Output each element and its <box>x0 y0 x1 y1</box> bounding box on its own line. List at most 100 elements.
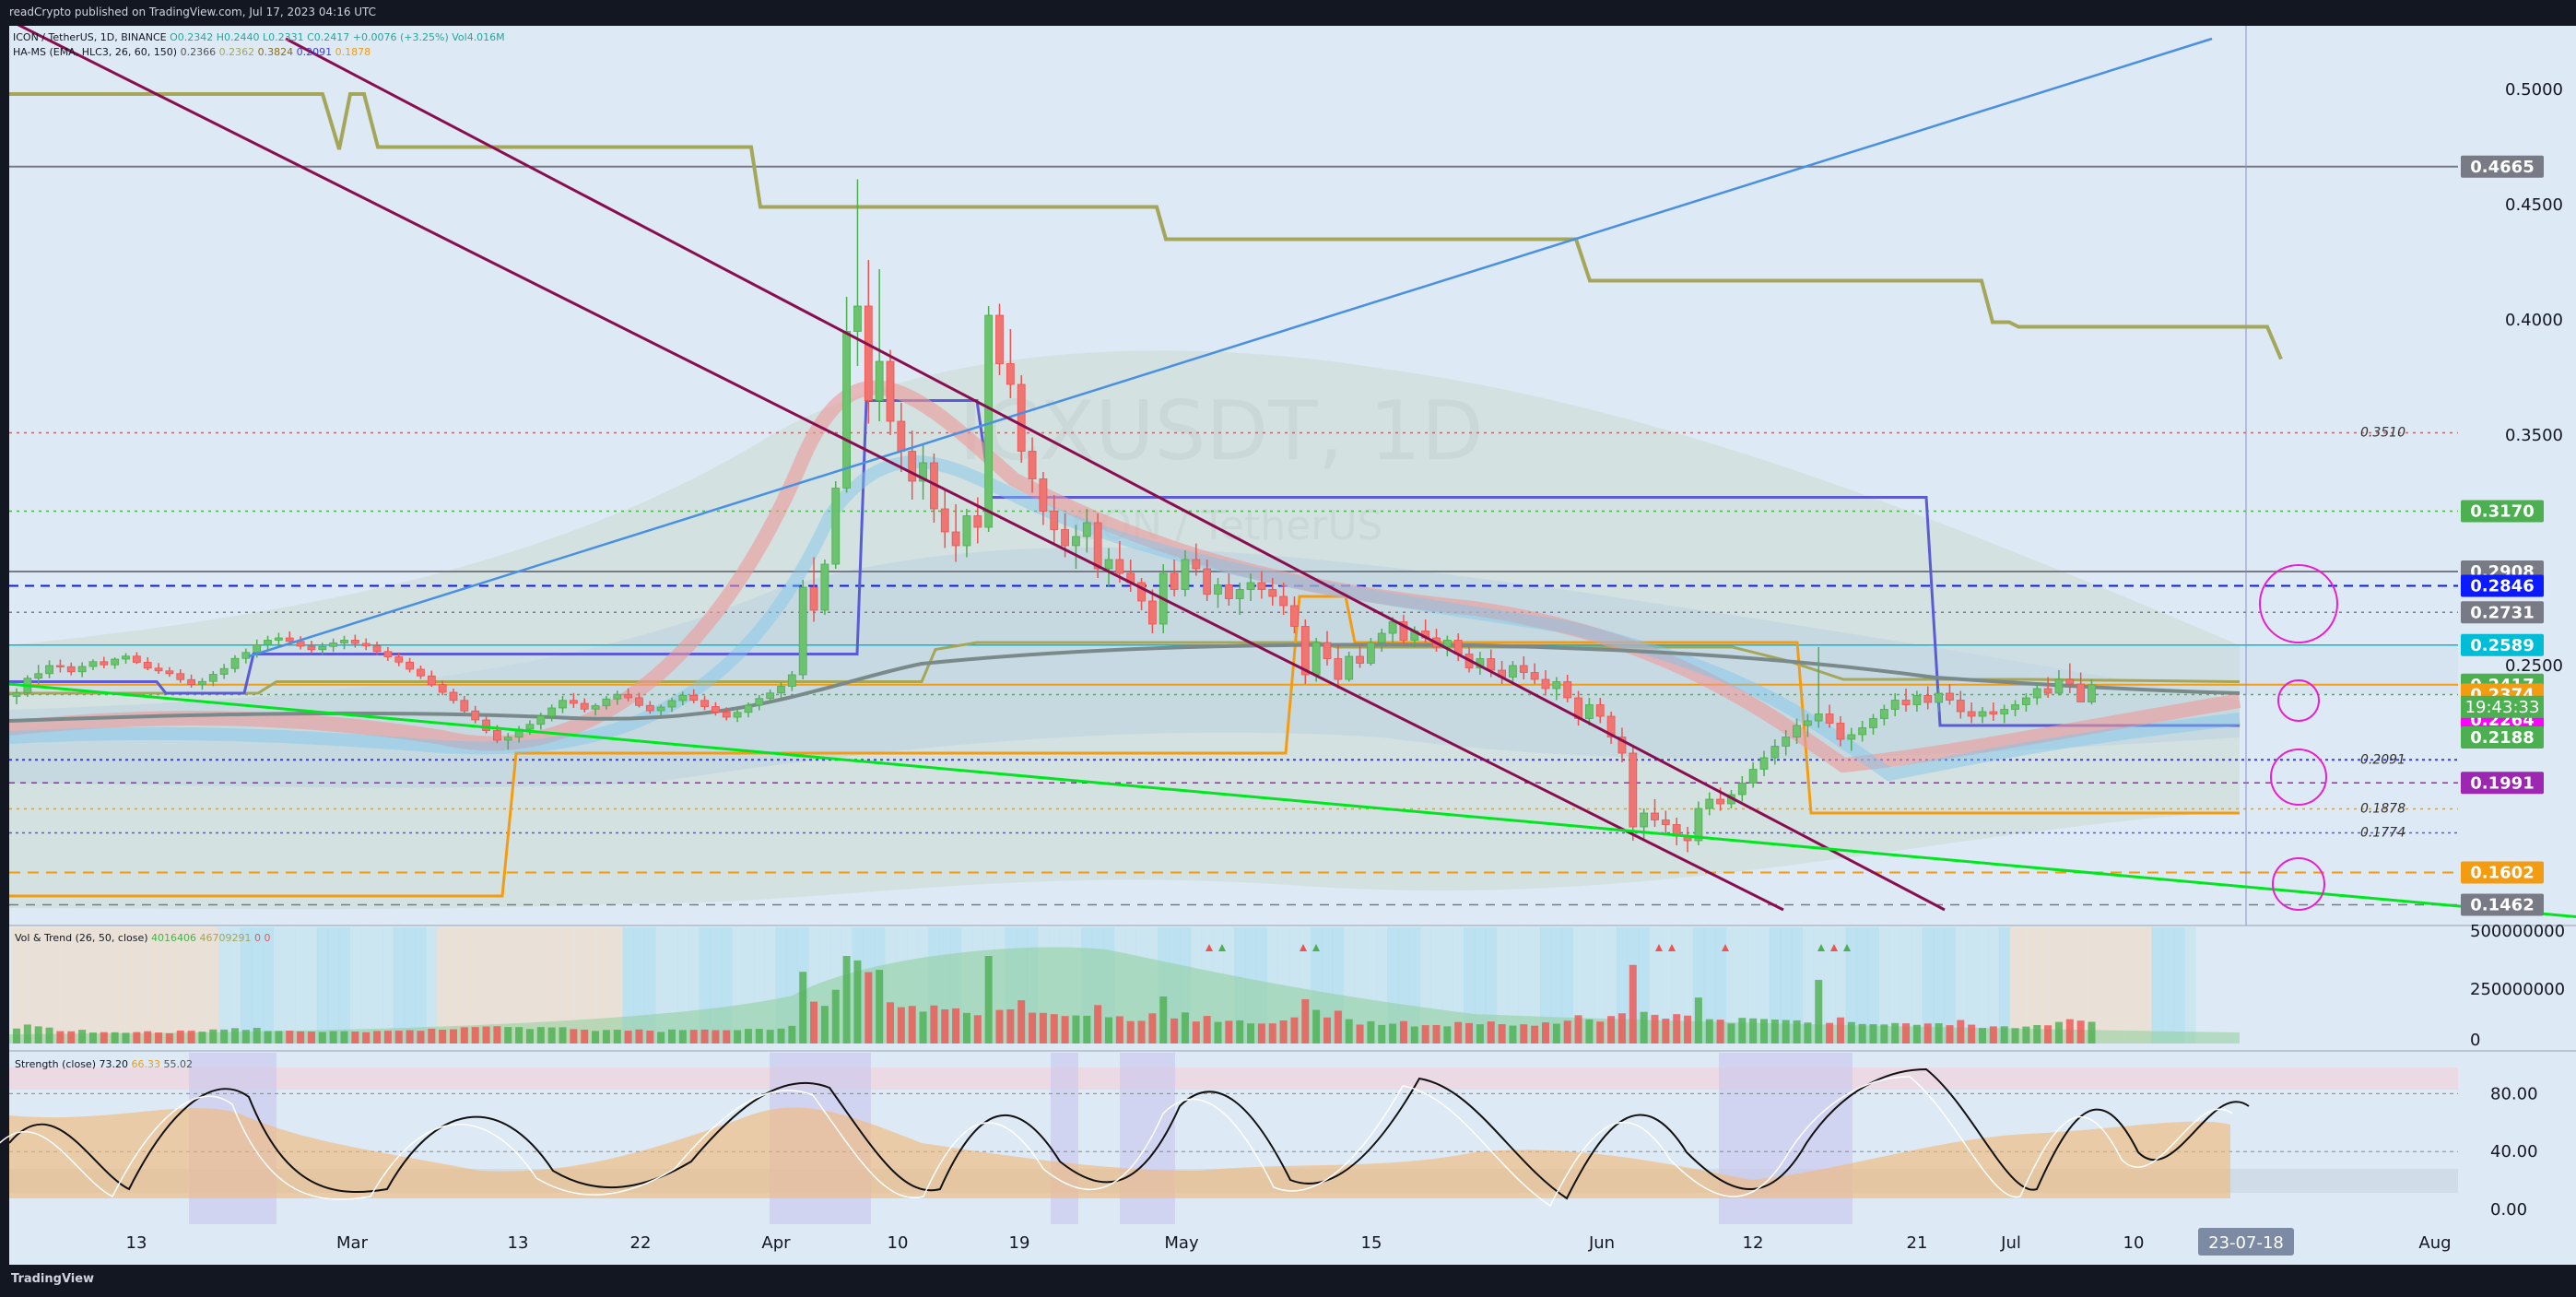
candle-body <box>88 661 98 667</box>
vol-bg-stripe <box>1933 927 1946 1043</box>
volume-bar <box>56 1031 65 1043</box>
vol-bg-stripe <box>1955 927 1967 1043</box>
vol-bg-stripe <box>316 927 329 1043</box>
vol-bg-stripe <box>76 927 88 1043</box>
volume-bar <box>1181 1012 1189 1043</box>
volume-axis-tick: 250000000 <box>2470 980 2565 999</box>
candle-body <box>12 692 21 697</box>
volume-bar <box>1367 1020 1375 1043</box>
candle-body <box>2076 683 2086 702</box>
candle-body <box>1377 632 1386 643</box>
volume-bar <box>536 1027 545 1043</box>
vol-bg-stripe <box>502 927 514 1043</box>
candle-body <box>744 704 753 713</box>
vol-bg-stripe <box>1900 927 1912 1043</box>
volume-bar <box>700 1029 709 1043</box>
candle-body <box>1268 589 1277 597</box>
volume-bar <box>1465 1022 1474 1043</box>
volume-bar <box>275 1031 283 1043</box>
volume-bar <box>209 1029 218 1043</box>
volume-bar <box>646 1031 654 1043</box>
candle-body <box>34 673 43 679</box>
volume-bar <box>318 1032 326 1043</box>
volume-bar <box>1029 1012 1037 1043</box>
candle-body <box>1072 536 1080 547</box>
legend-strength-v1: 66.33 <box>131 1058 161 1070</box>
candle-body <box>208 674 218 682</box>
volume-bar <box>744 1029 752 1043</box>
volume-bar <box>820 1006 829 1043</box>
volume-bar <box>264 1031 272 1043</box>
volume-bar <box>1651 1014 1659 1043</box>
strength-line-black <box>8 1067 2250 1200</box>
candle-body <box>340 640 348 643</box>
candle-body <box>230 657 240 669</box>
maroon-trendline-1 <box>17 26 1784 912</box>
highlight-circle <box>2272 857 2325 911</box>
vol-bg-stripe <box>1922 927 1935 1043</box>
candle-body <box>1192 559 1201 570</box>
volume-bar <box>1094 1005 1102 1043</box>
volume-bar <box>13 1028 20 1043</box>
volume-bar <box>1137 1020 1146 1043</box>
vol-bg-stripe <box>2031 927 2043 1043</box>
candle-body <box>591 705 600 710</box>
candle-body <box>766 692 775 700</box>
candle-body <box>361 643 371 647</box>
candle-body <box>678 694 688 702</box>
vol-bg-stripe <box>306 927 318 1043</box>
vol-bg-stripe <box>557 927 569 1043</box>
candle-body <box>1694 808 1703 842</box>
candle-body <box>875 360 884 401</box>
volume-bar <box>1006 1008 1015 1043</box>
vol-bg-stripe <box>546 927 559 1043</box>
volume-bar <box>1312 1009 1321 1043</box>
volume-bar <box>100 1032 108 1043</box>
volume-bar <box>1225 1020 1233 1043</box>
volume-bar <box>712 1030 720 1043</box>
candle-body <box>1367 642 1375 664</box>
volume-bar <box>1421 1025 1429 1043</box>
candle-body <box>2000 709 2009 714</box>
candle-body <box>777 686 785 694</box>
vol-bg-stripe <box>1998 927 2011 1043</box>
candle-body <box>1836 723 1845 740</box>
candle-body <box>383 651 393 657</box>
vol-bg-stripe <box>2064 927 2076 1043</box>
candle-body <box>1246 582 1255 590</box>
candle-body <box>1606 715 1616 737</box>
candle-body <box>1935 692 1944 703</box>
volume-bar <box>1061 1016 1069 1043</box>
vol-bg-stripe <box>1703 927 1716 1043</box>
volume-bar <box>1607 1016 1616 1043</box>
volume-bar <box>1236 1020 1244 1043</box>
candle-body <box>1629 752 1638 828</box>
candle-body <box>1705 798 1714 809</box>
candle-body <box>624 693 632 699</box>
volume-bar <box>1760 1019 1768 1043</box>
volume-bar <box>198 1032 206 1043</box>
vol-bg-stripe <box>65 927 77 1043</box>
vol-bg-stripe <box>2053 927 2065 1043</box>
candle-body <box>973 515 982 528</box>
volume-bar <box>1673 1014 1681 1043</box>
vol-bg-stripe <box>131 927 143 1043</box>
tradingview-logo[interactable]: TradingView <box>11 1272 95 1286</box>
candle-body <box>525 724 535 730</box>
candle-body <box>1214 584 1222 595</box>
volume-bar <box>1542 1022 1549 1043</box>
volume-bar <box>1902 1023 1911 1043</box>
olive-upper-step <box>9 92 2283 360</box>
volume-bar <box>1389 1023 1397 1043</box>
candle-body <box>1203 568 1212 595</box>
signal-arrow <box>1817 944 1825 951</box>
vol-bg-stripe <box>2129 927 2142 1043</box>
vol-bg-stripe <box>600 927 613 1043</box>
vol-bg-stripe <box>98 927 111 1043</box>
candle-body <box>1224 584 1233 599</box>
candle-body <box>2088 684 2096 702</box>
candle-body <box>1651 812 1659 820</box>
candle-body <box>264 640 272 645</box>
candle-body <box>1519 665 1528 673</box>
vol-bg-stripe <box>54 927 66 1043</box>
